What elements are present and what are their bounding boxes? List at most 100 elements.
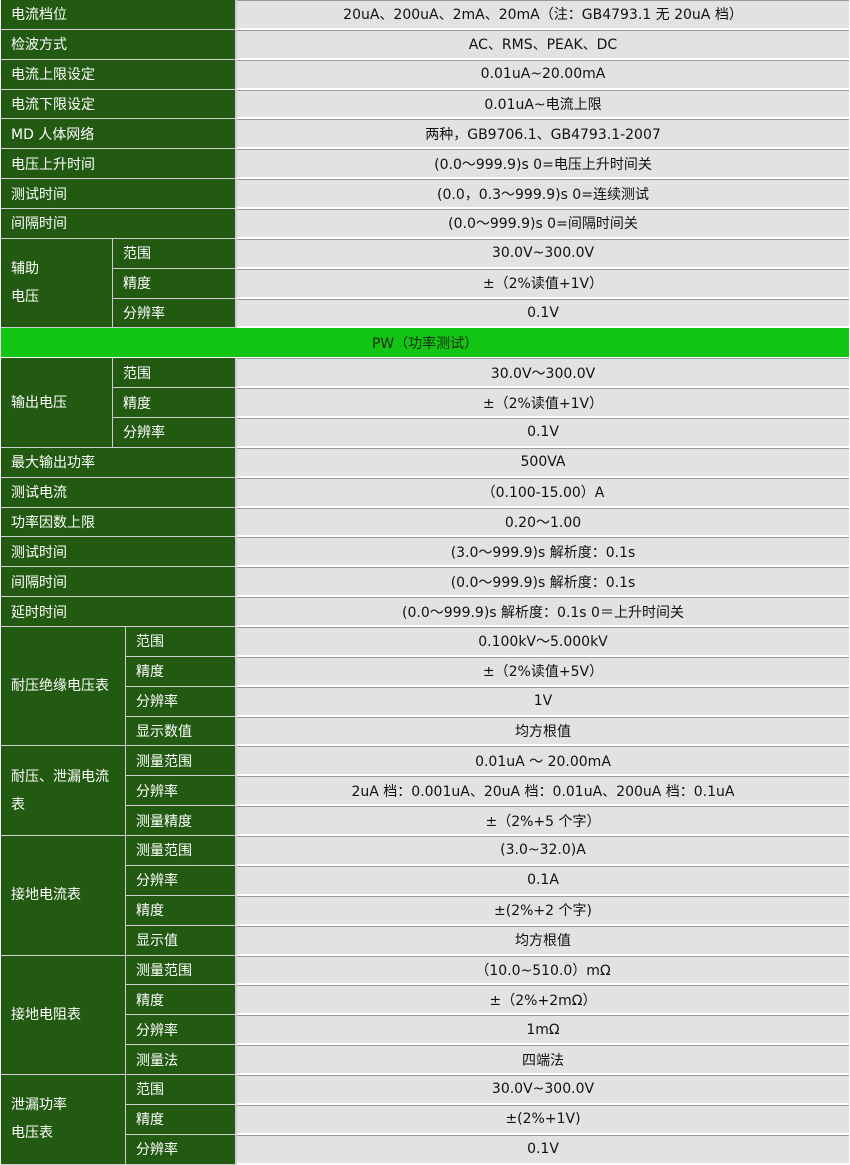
row-value: 0.1V — [237, 1134, 849, 1165]
table-row: 间隔时间 (0.0～999.9)s 解析度：0.1s — [1, 567, 849, 598]
table-row: 测试时间 (0.0，0.3～999.9)s 0=连续测试 — [1, 179, 849, 210]
row-value: 30.0V~300.0V — [237, 238, 849, 269]
row-label: 范围 — [113, 238, 237, 269]
group-items: 范围 30.0V～300.0V 精度 ±（2%读值+1V） 分辨率 0.1V — [113, 358, 849, 448]
row-value: 500VA — [237, 447, 849, 478]
row-label: 精度 — [126, 1104, 237, 1135]
row-label: 测量法 — [126, 1045, 237, 1075]
row-label: 测量范围 — [126, 955, 237, 986]
table-group: 输出电压 范围 30.0V～300.0V 精度 ±（2%读值+1V） 分辨率 0.1V — [1, 358, 849, 448]
row-label: 分辨率 — [126, 865, 237, 896]
row-label: 范围 — [126, 1074, 237, 1105]
row-value: 1V — [237, 686, 849, 717]
table-row: 测量范围 (3.0~32.0)A — [126, 836, 849, 866]
group-items: 范围 0.100kV～5.000kV 精度 ±（2%读值+5V） 分辨率 1V 显示数值 均方… — [126, 627, 849, 747]
table-row: 分辨率 0.1V — [113, 298, 849, 329]
table-group: 辅助 电压 范围 30.0V~300.0V 精度 ±（2%读值+1V） 分辨率 0.1V — [1, 238, 849, 329]
table-row: 精度 ±（2%+2mΩ） — [126, 985, 849, 1016]
row-label: 测量范围 — [126, 836, 237, 866]
row-value: ±（2%+5 个字） — [237, 806, 849, 837]
table-row: 范围 30.0V~300.0V — [113, 238, 849, 269]
row-value: 2uA 档：0.001uA、20uA 档：0.01uA、200uA 档：0.1u… — [237, 776, 849, 807]
table-row: 电流档位 20uA、200uA、2mA、20mA（注：GB4793.1 无 20u… — [1, 0, 849, 30]
table-row: 分辨率 1mΩ — [126, 1015, 849, 1046]
group-items: 范围 30.0V~300.0V 精度 ±(2%+1V) 分辨率 0.1V — [126, 1074, 849, 1165]
row-label: 测量范围 — [126, 746, 237, 777]
row-value: 均方根值 — [237, 925, 849, 956]
row-value: 四端法 — [237, 1045, 849, 1075]
row-label: MD 人体网络 — [1, 119, 237, 150]
table-row: 测量法 四端法 — [126, 1045, 849, 1075]
table-row: 最大输出功率 500VA — [1, 447, 849, 478]
table-row: 功率因数上限 0.20～1.00 — [1, 507, 849, 538]
section-header: PW（功率测试） — [1, 328, 849, 359]
row-label: 测试电流 — [1, 477, 237, 508]
group-items: 范围 30.0V~300.0V 精度 ±（2%读值+1V） 分辨率 0.1V — [113, 238, 849, 329]
row-value: (0.0，0.3～999.9)s 0=连续测试 — [237, 179, 849, 210]
table-row: 显示值 均方根值 — [126, 925, 849, 956]
table-group: 接地电流表 测量范围 (3.0~32.0)A 分辨率 0.1A 精度 ±(2%+2 个字) 显… — [1, 836, 849, 956]
row-label: 范围 — [113, 358, 237, 389]
group-label: 耐压绝缘电压表 — [1, 627, 126, 747]
row-label: 分辨率 — [113, 418, 237, 448]
table-group: 耐压、泄漏电流表 测量范围 0.01uA ～ 20.00mA 分辨率 2uA 档：0.0… — [1, 746, 849, 837]
table-group: 耐压绝缘电压表 范围 0.100kV～5.000kV 精度 ±（2%读值+5V） 分辨率 1… — [1, 627, 849, 747]
table-row: 间隔时间 (0.0～999.9)s 0=间隔时间关 — [1, 209, 849, 239]
row-label: 精度 — [126, 985, 237, 1016]
group-label: 接地电流表 — [1, 836, 126, 956]
row-value: AC、RMS、PEAK、DC — [237, 29, 849, 60]
table-group: 接地电阻表 测量范围 （10.0~510.0）mΩ 精度 ±（2%+2mΩ） 分辨率 1mΩ… — [1, 955, 849, 1075]
table-row: MD 人体网络 两种，GB9706.1、GB4793.1-2007 — [1, 119, 849, 150]
table-row: 精度 ±(2%+2 个字) — [126, 895, 849, 926]
table-row: 电压上升时间 (0.0～999.9)s 0=电压上升时间关 — [1, 149, 849, 180]
row-value: (0.0～999.9)s 0=间隔时间关 — [237, 209, 849, 239]
row-value: 0.01uA~电流上限 — [237, 89, 849, 120]
row-value: (3.0~32.0)A — [237, 836, 849, 866]
table-row: 分辨率 0.1V — [113, 418, 849, 448]
row-value: 0.20～1.00 — [237, 507, 849, 538]
group-label: 接地电阻表 — [1, 955, 126, 1075]
table-row: 分辨率 1V — [126, 686, 849, 717]
row-label: 精度 — [126, 895, 237, 926]
group-label: 泄漏功率 电压表 — [1, 1074, 126, 1165]
table-row: 测试时间 (3.0～999.9)s 解析度：0.1s — [1, 537, 849, 568]
row-label: 测试时间 — [1, 537, 237, 568]
table-row: 范围 0.100kV～5.000kV — [126, 627, 849, 657]
row-label: 间隔时间 — [1, 567, 237, 598]
table-row: 测量范围 0.01uA ～ 20.00mA — [126, 746, 849, 777]
table-row: 显示数值 均方根值 — [126, 716, 849, 747]
table-row: 电流下限设定 0.01uA~电流上限 — [1, 89, 849, 120]
row-value: 0.1V — [237, 298, 849, 329]
row-label: 显示数值 — [126, 716, 237, 747]
row-label: 电流下限设定 — [1, 89, 237, 120]
row-value: 0.1V — [237, 418, 849, 448]
row-label: 显示值 — [126, 925, 237, 956]
table-row: 精度 ±（2%读值+5V） — [126, 656, 849, 687]
row-label: 分辨率 — [126, 1134, 237, 1165]
table-row: 测试电流 （0.100-15.00）A — [1, 477, 849, 508]
row-label: 范围 — [126, 627, 237, 657]
table-row: 分辨率 0.1A — [126, 865, 849, 896]
table-row: 精度 ±(2%+1V) — [126, 1104, 849, 1135]
row-label: 精度 — [113, 388, 237, 419]
table-row: 范围 30.0V~300.0V — [126, 1074, 849, 1105]
row-label: 电压上升时间 — [1, 149, 237, 180]
group-items: 测量范围 (3.0~32.0)A 分辨率 0.1A 精度 ±(2%+2 个字) 显示值 均方根… — [126, 836, 849, 956]
row-label: 测试时间 — [1, 179, 237, 210]
row-value: 两种，GB9706.1、GB4793.1-2007 — [237, 119, 849, 150]
row-label: 检波方式 — [1, 29, 237, 60]
row-value: （0.100-15.00）A — [237, 477, 849, 508]
table-row: 延时时间 (0.0～999.9)s 解析度：0.1s 0＝上升时间关 — [1, 597, 849, 628]
row-value: ±（2%读值+1V） — [237, 388, 849, 419]
row-label: 精度 — [113, 268, 237, 299]
row-value: 1mΩ — [237, 1015, 849, 1046]
group-items: 测量范围 （10.0~510.0）mΩ 精度 ±（2%+2mΩ） 分辨率 1mΩ 测量法 四端… — [126, 955, 849, 1075]
row-label: 分辨率 — [126, 1015, 237, 1046]
row-label: 最大输出功率 — [1, 447, 237, 478]
row-value: （10.0~510.0）mΩ — [237, 955, 849, 986]
row-value: 均方根值 — [237, 716, 849, 747]
row-value: ±（2%+2mΩ） — [237, 985, 849, 1016]
table-row: 分辨率 0.1V — [126, 1134, 849, 1165]
row-label: 电流上限设定 — [1, 59, 237, 90]
